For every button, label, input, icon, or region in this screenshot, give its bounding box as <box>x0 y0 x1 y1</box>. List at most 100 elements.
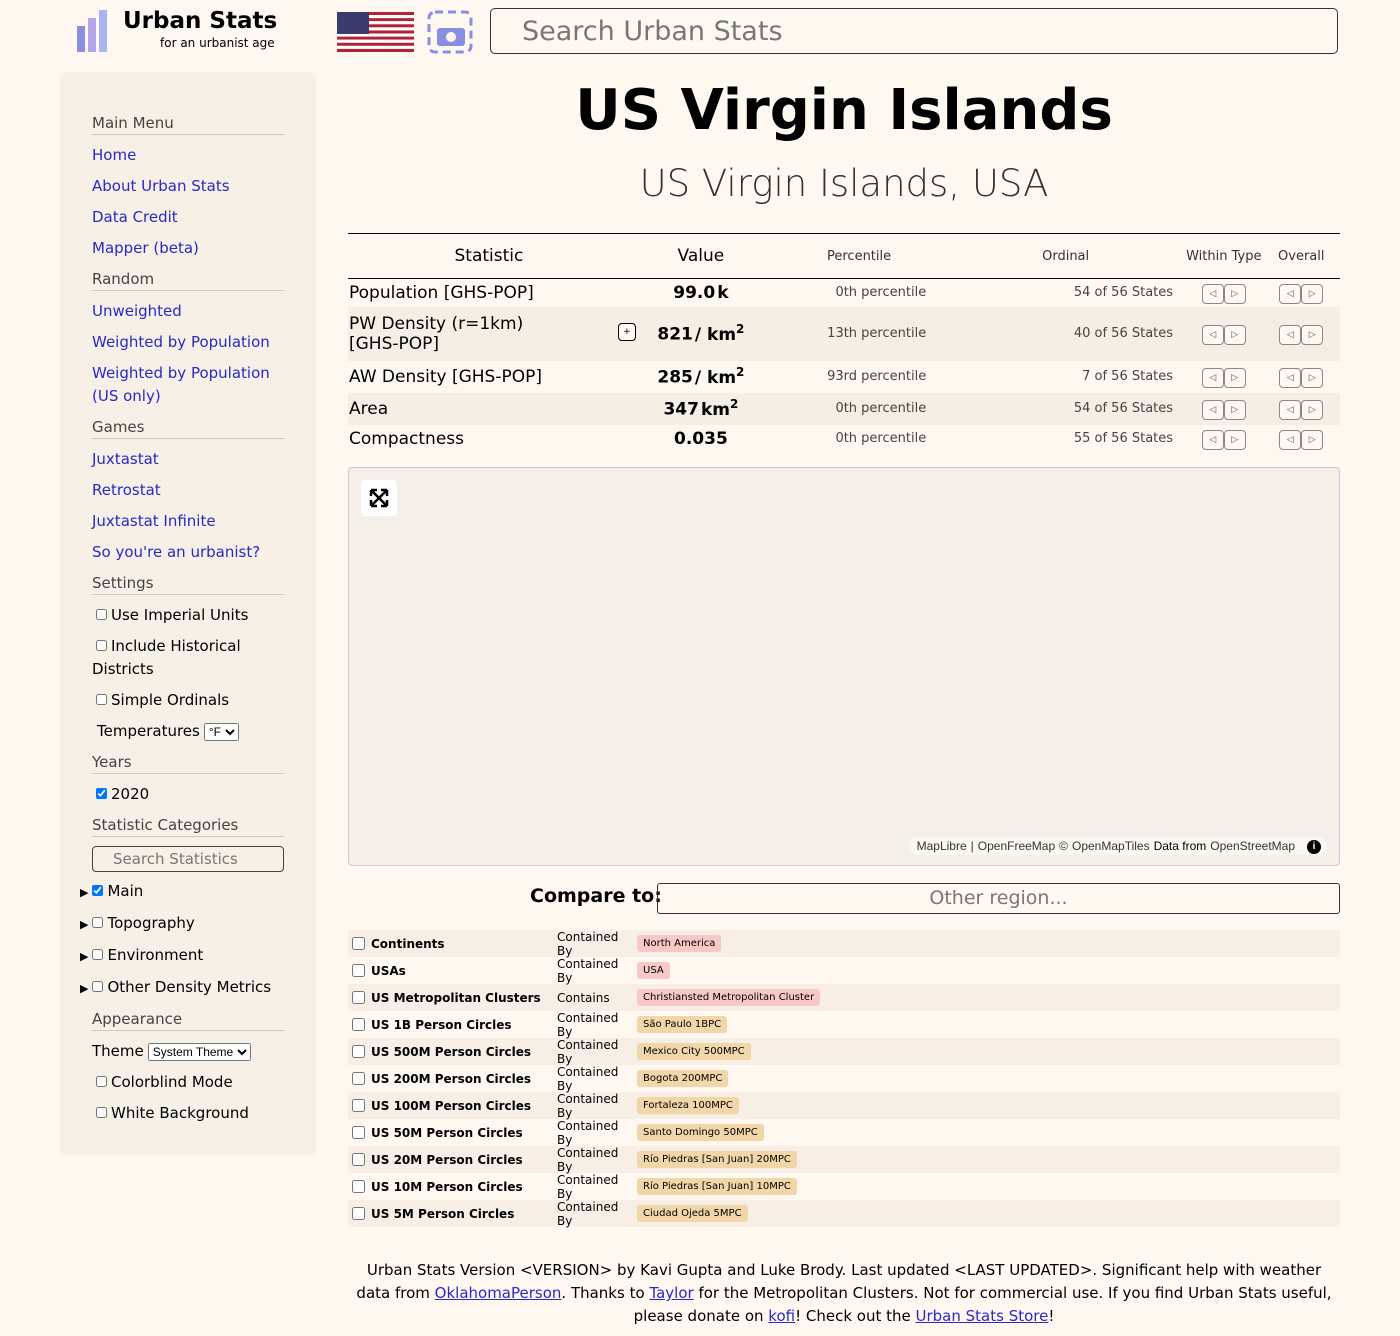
flag[interactable] <box>337 12 414 52</box>
nav-button[interactable]: ▷ <box>1301 325 1324 345</box>
nav-button[interactable]: ▷ <box>1301 400 1324 420</box>
nav-button[interactable]: ▷ <box>1223 284 1246 305</box>
footer-link[interactable]: Taylor <box>649 1284 694 1302</box>
checkbox[interactable] <box>352 1180 365 1193</box>
screenshot-button[interactable] <box>427 10 473 54</box>
region-tag[interactable]: Río Piedras [San Juan] 10MPC <box>637 1178 797 1195</box>
nav-button[interactable]: ◁ <box>1279 284 1302 305</box>
checkbox[interactable] <box>96 640 107 651</box>
checkbox[interactable] <box>96 788 107 799</box>
attribution-part[interactable]: | <box>970 839 974 853</box>
select[interactable]: System Theme <box>147 1043 251 1061</box>
nav-link[interactable]: Data Credit <box>92 208 178 226</box>
region-tag[interactable]: Christiansted Metropolitan Cluster <box>637 989 821 1006</box>
related-relation: Contained By <box>557 1037 619 1066</box>
nav-button[interactable]: ◁ <box>1201 368 1224 388</box>
nav-link[interactable]: About Urban Stats <box>92 177 230 195</box>
footer-link[interactable]: kofi <box>768 1307 796 1325</box>
nav-link[interactable]: Juxtastat <box>92 450 159 468</box>
nav-button[interactable]: ◁ <box>1279 430 1302 450</box>
checkbox[interactable] <box>352 1126 365 1139</box>
nav-button[interactable]: ▷ <box>1301 430 1324 450</box>
expand-arrow[interactable]: ▶ <box>80 918 89 931</box>
region-tag[interactable]: Mexico City 500MPC <box>637 1043 751 1060</box>
nav-link[interactable]: So you're an urbanist? <box>92 543 261 561</box>
region-tag[interactable]: USA <box>637 962 670 979</box>
expand-arrow[interactable]: ▶ <box>80 982 89 995</box>
checkbox[interactable] <box>92 949 104 960</box>
checkbox[interactable] <box>96 1107 107 1118</box>
select[interactable]: °F <box>203 723 239 741</box>
attribution-part[interactable]: Data from <box>1153 839 1207 853</box>
expand-arrow[interactable]: ▶ <box>80 886 89 899</box>
checkbox[interactable] <box>352 1153 365 1166</box>
checkbox[interactable] <box>96 694 107 705</box>
checkbox[interactable] <box>92 981 104 992</box>
footer-link[interactable]: OklahomaPerson <box>434 1284 562 1302</box>
nav-button[interactable]: ◁ <box>1201 430 1224 450</box>
nav-link[interactable]: Weighted by Population <box>92 333 270 351</box>
checkbox[interactable] <box>352 991 365 1004</box>
checkbox[interactable] <box>352 1045 365 1058</box>
nav-button[interactable]: ▷ <box>1223 400 1246 420</box>
checkbox[interactable] <box>92 885 104 896</box>
checkbox[interactable] <box>352 937 365 950</box>
nav-link[interactable]: Retrostat <box>92 481 161 499</box>
nav-button[interactable]: ◁ <box>1279 400 1302 420</box>
region-tag[interactable]: Ciudad Ojeda 5MPC <box>637 1205 748 1222</box>
compare-input[interactable]: Other region... <box>657 883 1340 914</box>
nav-button[interactable]: ◁ <box>1201 400 1224 420</box>
region-tag[interactable]: Santo Domingo 50MPC <box>637 1124 764 1141</box>
stat-name-text[interactable]: AW Density [GHS-POP] <box>349 366 542 387</box>
percentile: 93rd percentile <box>827 369 927 384</box>
region-tag[interactable]: Bogota 200MPC <box>637 1070 729 1087</box>
expand-button[interactable]: + <box>617 322 636 341</box>
nav-link[interactable]: Mapper (beta) <box>92 239 199 257</box>
checkbox[interactable] <box>352 964 365 977</box>
attribution-part[interactable]: OpenMapTiles <box>1072 839 1150 853</box>
checkbox[interactable] <box>352 1072 365 1085</box>
sidebar-item: Unweighted <box>92 300 284 323</box>
map[interactable]: MapLibre | OpenFreeMap © OpenMapTiles Data fr… <box>348 467 1340 866</box>
search-box[interactable]: Search Urban Stats <box>490 8 1338 54</box>
checkbox[interactable] <box>92 917 104 928</box>
nav-link[interactable]: Unweighted <box>92 302 182 320</box>
nav-button[interactable]: ▷ <box>1223 368 1246 388</box>
nav-button[interactable]: ◁ <box>1279 368 1302 388</box>
nav-button[interactable]: ◁ <box>1201 325 1224 345</box>
attribution-part[interactable]: © <box>1059 839 1068 853</box>
checkbox[interactable] <box>352 1099 365 1112</box>
region-tag[interactable]: Fortaleza 100MPC <box>637 1097 739 1114</box>
attribution-part[interactable]: OpenFreeMap <box>977 839 1056 853</box>
footer-link[interactable]: Urban Stats Store <box>915 1307 1049 1325</box>
stat-name-text[interactable]: PW Density (r=1km) [GHS-POP] <box>349 313 524 354</box>
percentile: 0th percentile <box>835 285 927 301</box>
nav-button[interactable]: ▷ <box>1223 430 1246 450</box>
fullscreen-button[interactable] <box>361 480 397 516</box>
checkbox[interactable] <box>96 1076 107 1087</box>
stat-name-text[interactable]: Area <box>349 398 389 419</box>
nav-link[interactable]: Home <box>92 146 137 164</box>
section-title: Appearance <box>92 1008 284 1031</box>
region-tag[interactable]: São Paulo 1BPC <box>637 1016 728 1033</box>
info-button[interactable]: i <box>1307 840 1321 854</box>
sidebar-item: Colorblind Mode <box>92 1071 284 1094</box>
nav-button[interactable]: ◁ <box>1201 284 1224 305</box>
region-tag[interactable]: Río Piedras [San Juan] 20MPC <box>637 1151 797 1168</box>
checkbox[interactable] <box>352 1018 365 1031</box>
nav-button[interactable]: ▷ <box>1301 368 1324 388</box>
region-tag[interactable]: North America <box>637 935 722 952</box>
stat-name-text[interactable]: Compactness <box>349 428 464 449</box>
attribution-part[interactable]: MapLibre <box>916 839 967 853</box>
sidebar-item[interactable]: Search Statistics <box>92 846 284 872</box>
stat-name-text[interactable]: Population [GHS-POP] <box>349 282 534 303</box>
checkbox[interactable] <box>96 609 107 620</box>
nav-button[interactable]: ◁ <box>1279 325 1302 345</box>
nav-link[interactable]: Juxtastat Infinite <box>92 512 216 530</box>
nav-button[interactable]: ▷ <box>1223 325 1246 345</box>
checkbox[interactable] <box>352 1207 365 1220</box>
expand-arrow[interactable]: ▶ <box>80 950 89 963</box>
attribution-part[interactable]: OpenStreetMap <box>1210 839 1295 853</box>
nav-button[interactable]: ▷ <box>1301 284 1324 305</box>
nav-link[interactable]: Weighted by Population (US only) <box>92 364 270 405</box>
